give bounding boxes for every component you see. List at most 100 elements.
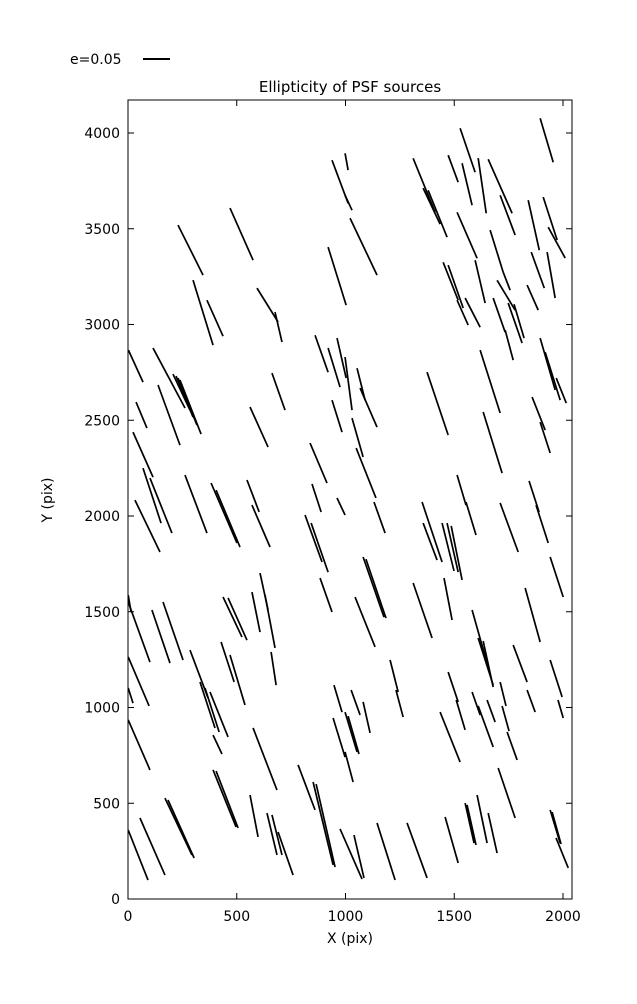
whisker-segment [456,474,467,506]
whisker-segment [535,504,550,544]
whisker-segment [344,194,353,211]
whisker-segment [474,259,486,304]
y-tick-label: 500 [93,796,120,812]
whisker-segment [227,597,248,641]
whisker-segment [349,217,378,276]
whisker-segment [127,829,149,881]
whisker-segment [212,734,223,755]
whisker-segment [354,596,376,648]
whisker-segment [127,656,150,707]
whisker-segment [471,691,481,716]
whisker-segment [127,349,144,383]
whisker-segment [496,279,516,311]
whisker-segment [489,229,504,273]
whisker-segment [149,477,173,534]
whisker-segment [192,279,214,346]
whisker-segment [249,794,259,838]
whisker-segment [277,831,294,876]
whisker-segment [412,582,433,639]
whisker-segment [246,479,260,513]
y-tick-label: 1500 [84,605,120,621]
whisker-segment [353,834,365,879]
whisker-segment [389,659,399,693]
whisker-segment [486,699,496,723]
whisker-segment [461,163,473,206]
whisker-segment [492,297,506,333]
whisker-segment [471,609,489,668]
tick-marks [127,100,572,900]
whisker-segment [479,349,501,414]
y-tick-label: 2000 [84,509,120,525]
whisker-segment [327,347,341,388]
whisker-segment [252,727,278,791]
whisker-segment [507,302,523,344]
whisker-segment [499,194,516,236]
whisker-segment [502,271,511,291]
whisker-segment [271,372,286,411]
whisker-segment [359,387,378,428]
axes-frame [127,99,573,900]
whisker-segment [499,502,519,553]
whisker-segment [319,577,333,613]
whisker-segment [444,816,459,864]
whisker-segment [546,251,557,299]
whisker-segment [412,157,436,213]
whisker-segment [464,297,481,328]
whisker-segment [184,474,208,534]
x-axis-label: X (pix) [327,931,373,947]
whisker-segment [164,797,193,856]
whisker-segment [421,501,443,563]
whisker-segment [311,483,322,513]
whisker-segment [539,421,551,454]
whisker-segment [274,311,283,343]
whisker-segment [527,200,541,251]
whisker-segment [312,781,334,866]
whisker-segment [497,767,516,819]
whisker-segment [557,699,565,719]
whisker-segment [132,431,154,478]
whisker-segment [127,601,151,663]
whisker-segment [344,153,349,171]
whisker-segment [482,640,495,688]
whisker-segment [539,118,555,163]
y-tick-label: 1000 [84,701,120,717]
whisker-segment [314,334,329,373]
whisker-segment [555,837,570,869]
whisker-segment [344,356,353,411]
whisker-segment [439,711,461,763]
whisker-segment [327,246,347,306]
whisker-segment [464,802,475,844]
whisker-segment [297,764,316,811]
whisker-segment [544,351,561,401]
whisker-segment [336,337,347,379]
whisker-segment [220,641,235,683]
whisker-segment [157,384,181,446]
whisker-segment [549,659,563,698]
whisker-segment [427,189,448,238]
whisker-segment [450,525,463,581]
whisker-segment [542,196,558,241]
whisker-segment [530,251,546,289]
whisker-segment [179,379,202,435]
whisker-segment [426,371,449,436]
whisker-segment [152,347,186,409]
y-axis-label: Y (pix) [40,478,56,524]
whisker-segment [466,804,477,846]
whisker-segment [333,684,343,713]
whisker-segment [376,822,396,881]
whisker-segment [476,794,488,844]
x-tick-label: 1500 [436,909,472,925]
whisker-segment [456,299,469,326]
whisker-segment [465,501,477,536]
whisker-segment [204,687,220,733]
whisker-segment [547,226,566,259]
whisker-segment [304,514,323,563]
y-tick-label: 3500 [84,222,120,238]
whisker-segment [526,284,539,311]
plot-title: Ellipticity of PSF sources [259,78,441,96]
whisker-segment [373,501,386,534]
y-tick-label: 2500 [84,413,120,429]
whisker-segment [441,522,455,572]
